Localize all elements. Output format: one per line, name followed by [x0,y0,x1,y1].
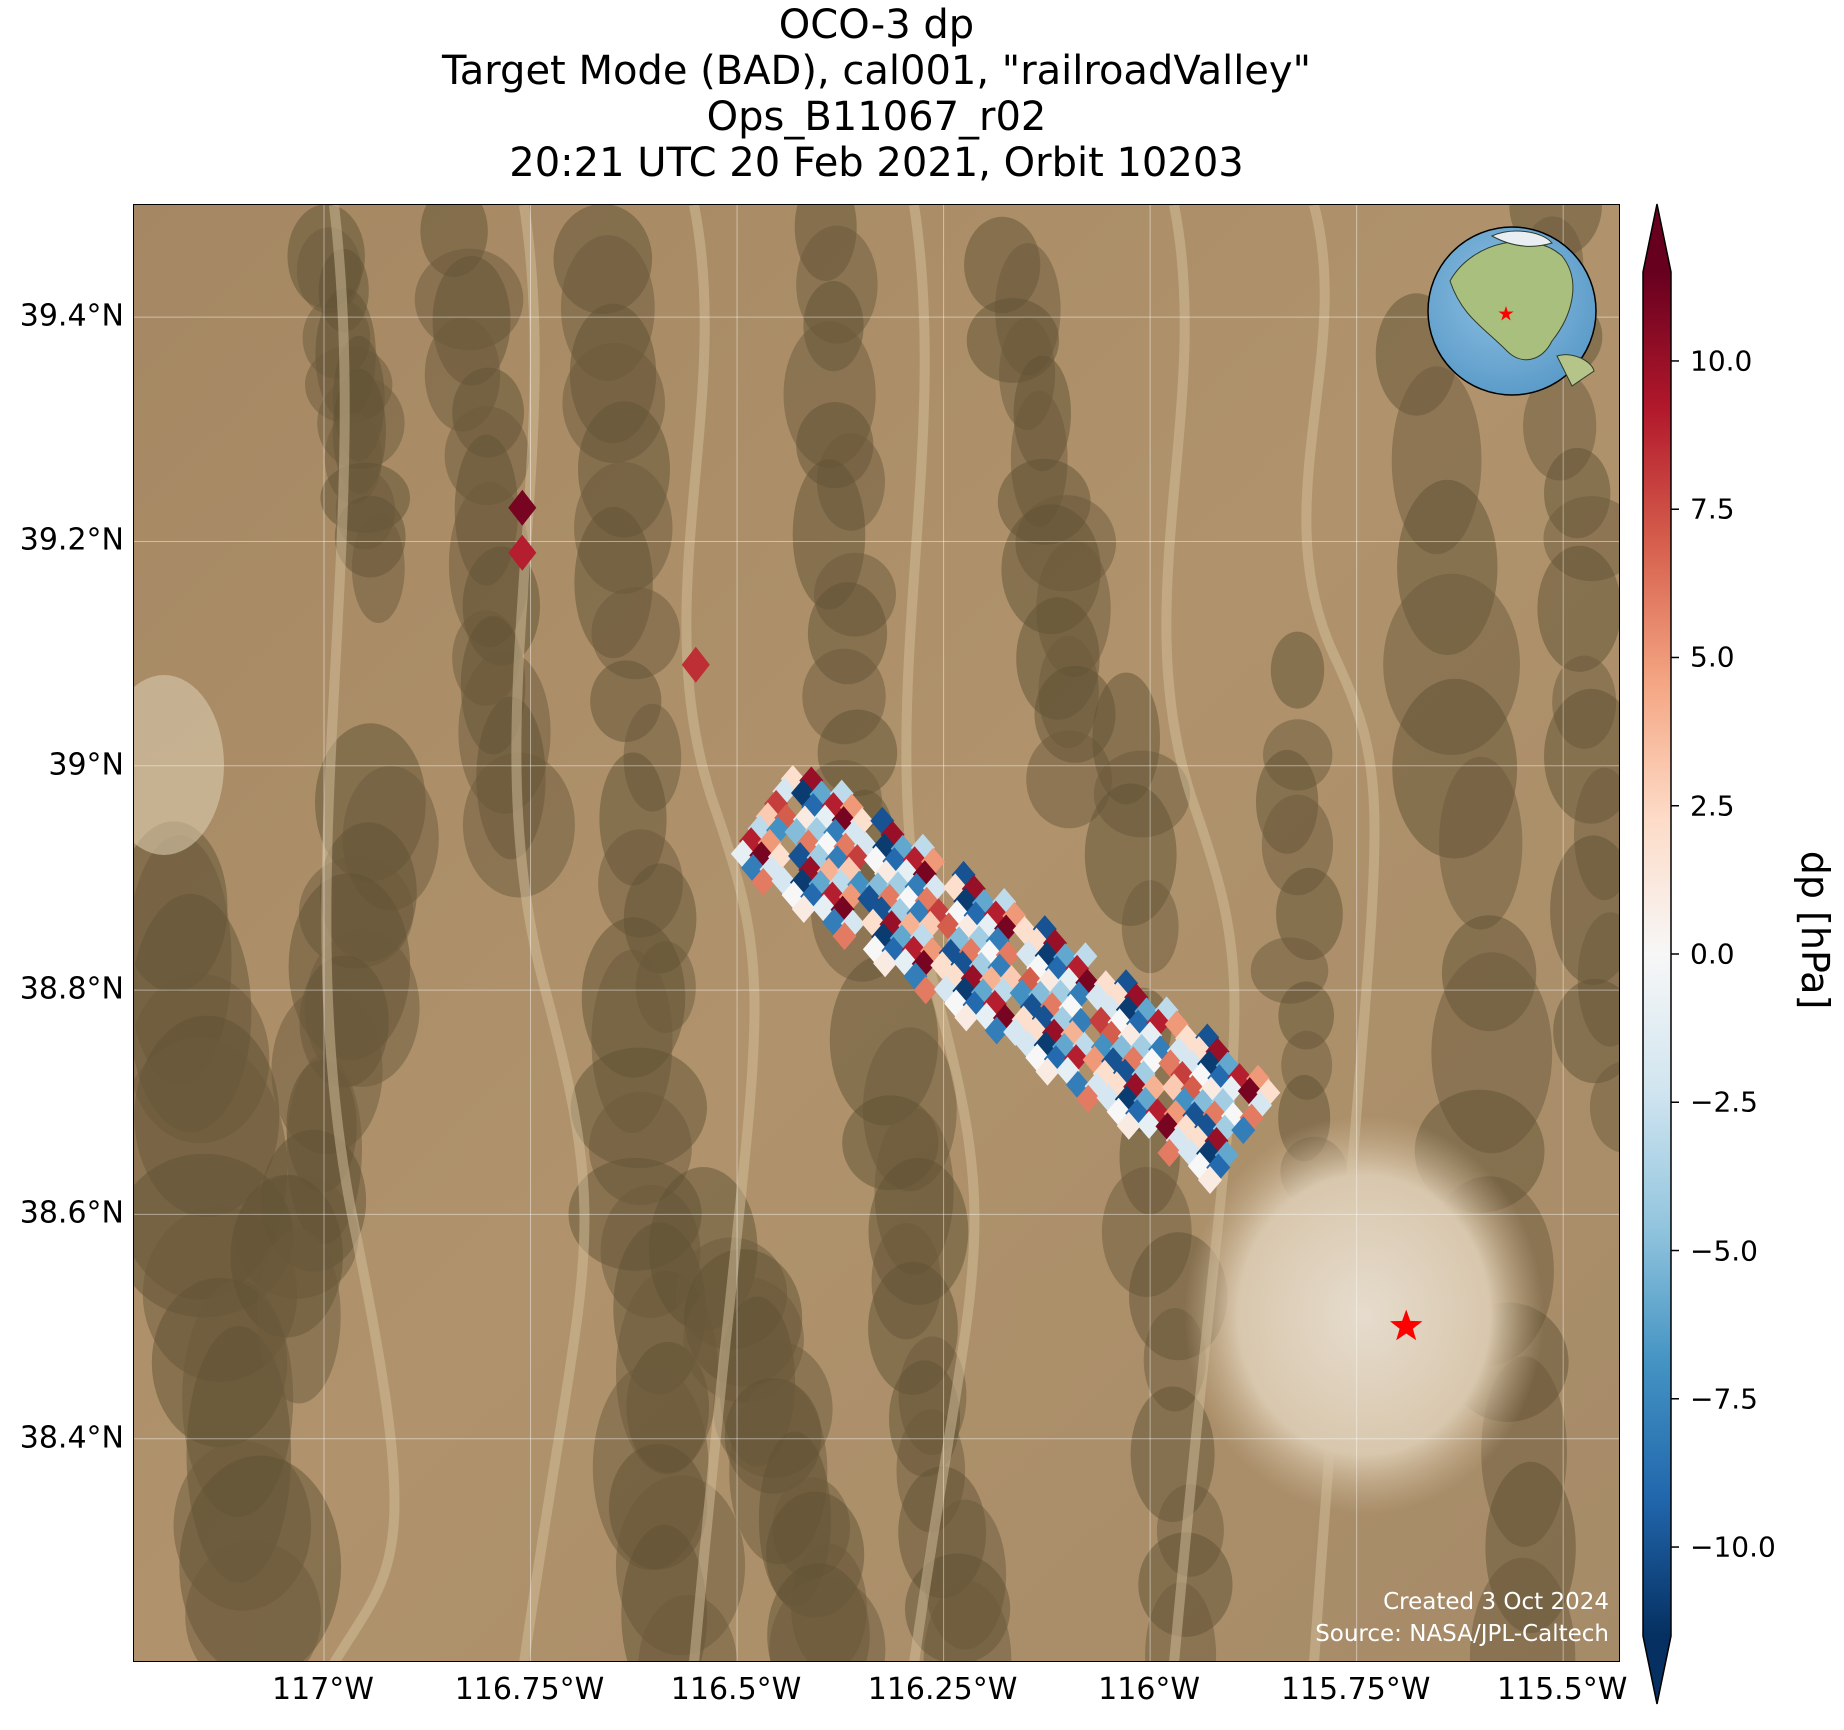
mountain-range-shade [638,1594,738,1661]
mountain-range-shade [185,1541,321,1661]
colorbar-tick-marks [1671,360,1679,1548]
mountain-range-shade [1439,756,1523,930]
wash-channel [511,205,590,1661]
sounding-footprint [832,922,857,951]
mountain-range-shade [1553,978,1619,1084]
colorbar-gradient [1643,272,1671,1636]
sounding-footprint [1231,1116,1256,1145]
valley-floor [134,675,224,855]
colorbar-tick-label: 7.5 [1690,492,1735,526]
sounding-footprint [1090,1033,1115,1062]
sounding-footprint [791,895,816,923]
sounding-footprint [1157,1138,1182,1167]
sounding-footprint [1025,1043,1050,1072]
title-line-1: OCO-3 dp [778,2,975,48]
sounding-footprint [1109,1034,1134,1063]
longitude-tick-label: 117°W [272,1672,374,1707]
mountain-range-shade [591,587,680,680]
sounding-footprint [508,489,537,526]
longitude-tick-label: 116°W [1098,1672,1201,1707]
sounding-footprint [751,867,776,896]
latitude-tick-label: 39.4°N [19,298,124,334]
colorbar-label: dp [hPa] [1793,850,1837,1010]
mountain-range-shade [1589,1062,1619,1153]
globe-inset [1427,226,1597,396]
title-line-2: Target Mode (BAD), cal001, "railroadVall… [441,48,1311,94]
colorbar-tick-label: 5.0 [1690,640,1735,674]
star-icon [1390,1309,1423,1341]
sounding-footprint [1114,1085,1139,1114]
mountain-range-shade [1121,880,1179,974]
map-canvas[interactable] [134,205,1620,1662]
sounding-footprint [1198,1166,1222,1194]
dry-lake-playa [1184,1115,1544,1515]
sounding-footprint [954,1003,979,1032]
longitude-tick-label: 116.75°W [454,1672,605,1707]
colorbar-tick-label: 10.0 [1690,344,1753,378]
sounding-footprints [508,489,1281,1194]
sounding-footprint [1035,1057,1060,1086]
sounding-footprint [984,1016,1009,1045]
longitude-tick-label: 116.25°W [867,1672,1018,1707]
colorbar-tick-label: −10.0 [1690,1530,1776,1564]
latitude-tick-label: 39.2°N [19,522,124,558]
terrain-features [134,205,1619,1661]
sounding-footprint [508,534,537,571]
sounding-footprint [1096,1083,1121,1112]
mountain-range-shade [1537,545,1619,672]
wash-channel [681,205,760,1661]
sounding-footprint [681,646,710,683]
longitude-tick-label: 115.5°W [1496,1672,1628,1707]
colorbar-extend-min [1643,1636,1671,1704]
longitude-tick-label: 116.5°W [670,1672,802,1707]
mountain-range-shade [256,1228,341,1404]
mountain-range-shade [1278,981,1334,1050]
colorbar-outline [1642,203,1672,1705]
sounding-footprint [1101,1047,1126,1076]
mountain-range-shade [1276,867,1343,961]
colorbar-tick-label: −2.5 [1690,1085,1758,1119]
colorbar [1642,203,1679,1705]
mountain-range-shade [923,1580,1012,1661]
mountain-range-shade [1270,631,1325,709]
wash-channel [321,205,400,1661]
colorbar-tick-label: 2.5 [1690,789,1735,823]
colorbar-tick-label: −7.5 [1690,1382,1758,1416]
mountain-range-shade [769,1577,886,1661]
mountain-range-shade [1469,1557,1576,1661]
title-line-3: Ops_B11067_r02 [706,94,1047,140]
map-panel[interactable]: Created 3 Oct 2024 Source: NASA/JPL-Calt… [133,204,1620,1662]
figure-title: OCO-3 dp Target Mode (BAD), cal001, "rai… [133,2,1620,186]
sounding-footprint [1126,1009,1151,1038]
sounding-footprint [1116,1111,1141,1140]
south-america-landmass [1556,354,1595,387]
longitude-tick-label: 115.75°W [1280,1672,1431,1707]
latitude-tick-label: 38.4°N [19,1420,124,1456]
wash-channel [901,205,980,1661]
colorbar-extend-max [1643,204,1671,272]
credit-source: Source: NASA/JPL-Caltech [1315,1621,1609,1647]
sounding-footprint [1137,1110,1161,1139]
sounding-footprint [1106,1097,1131,1126]
sounding-footprint [1076,1084,1101,1113]
sounding-footprint [1107,1008,1132,1037]
target-marker [1390,1309,1423,1341]
arctic-landmass [1490,230,1553,247]
mountain-range-shade [1026,730,1112,829]
latitude-tick-label: 39°N [48,747,124,783]
colorbar-tick-label: 0.0 [1690,937,1735,971]
globe-star-icon [1498,306,1514,321]
sounding-footprint [1113,1058,1137,1087]
credit-created: Created 3 Oct 2024 [1383,1589,1609,1615]
sounding-footprint [873,949,898,978]
latitude-tick-label: 38.8°N [19,971,124,1007]
sounding-footprint [913,976,938,1005]
title-line-4: 20:21 UTC 20 Feb 2021, Orbit 10203 [509,140,1244,186]
mountain-range-shade [351,513,405,623]
latitude-tick-label: 38.6°N [19,1195,124,1231]
colorbar-tick-label: −5.0 [1690,1234,1758,1268]
sounding-footprint [1125,1099,1150,1128]
